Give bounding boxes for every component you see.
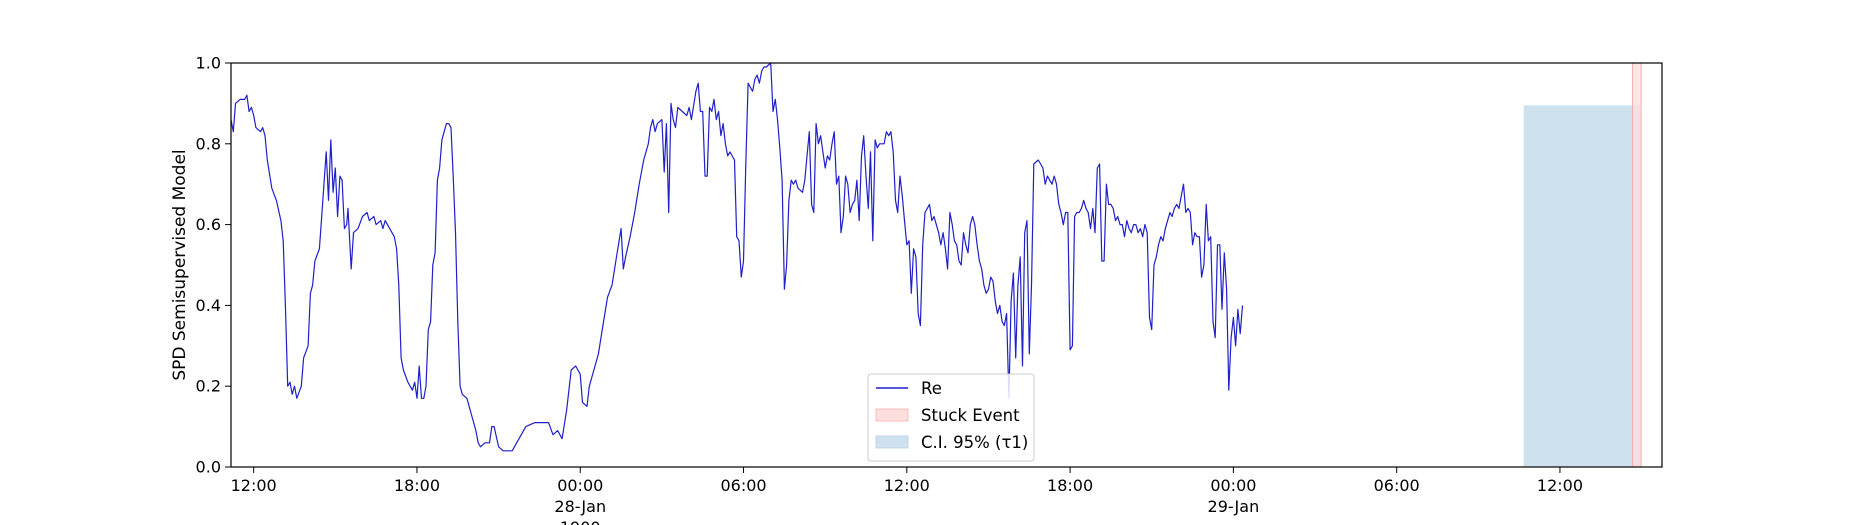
x-tick-label: 06:00: [720, 476, 766, 495]
y-axis: 0.0 0.2 0.4 0.6 0.8 1.0: [196, 54, 231, 477]
x-axis: 12:00 18:00 00:00 28-Jan 1900 06:00 12:00 18:00…: [231, 467, 1583, 525]
legend-swatch-patch: [875, 408, 909, 422]
legend-swatch-patch: [875, 435, 909, 449]
y-tick-label: 0.8: [196, 134, 221, 153]
y-tick-label: 0.0: [196, 458, 221, 477]
x-tick-label: 18:00: [1047, 476, 1093, 495]
y-tick-label: 0.6: [196, 215, 221, 234]
x-tick-year-label: 1900: [560, 518, 601, 525]
x-tick-label: 06:00: [1374, 476, 1420, 495]
legend: Re Stuck Event C.I. 95% (τ1): [867, 373, 1035, 462]
x-tick-date-label: 28-Jan: [554, 497, 606, 516]
y-tick-label: 0.4: [196, 296, 221, 315]
legend-label: Stuck Event: [921, 406, 1020, 425]
y-axis-title: SPD Semisupervised Model: [170, 149, 190, 380]
x-tick-label: 12:00: [231, 476, 277, 495]
confidence-interval-band: [1523, 105, 1642, 468]
plot-frame: [230, 62, 1663, 468]
shaded-bands: [1523, 62, 1642, 468]
x-tick-label: 00:00: [557, 476, 603, 495]
x-tick-label: 18:00: [394, 476, 440, 495]
x-tick-date-label: 29-Jan: [1208, 497, 1260, 516]
x-tick-label: 12:00: [884, 476, 930, 495]
y-tick-label: 0.2: [196, 377, 221, 396]
legend-box: [867, 373, 1035, 462]
legend-label: C.I. 95% (τ1): [921, 433, 1028, 452]
series-layer: [230, 62, 1244, 452]
stuck-event-band: [1632, 62, 1642, 468]
series-line-re: [230, 62, 1244, 452]
y-tick-label: 1.0: [196, 54, 221, 73]
x-tick-label: 12:00: [1537, 476, 1583, 495]
legend-label: Re: [921, 379, 942, 398]
x-tick-label: 00:00: [1210, 476, 1256, 495]
